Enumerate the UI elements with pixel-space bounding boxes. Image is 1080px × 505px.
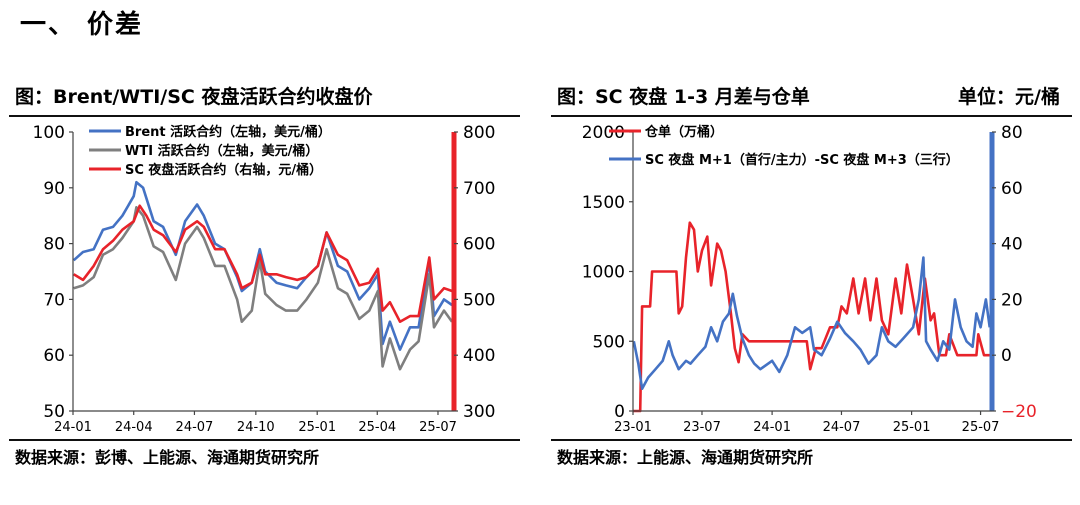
- y-left-tick-label: 80: [43, 235, 65, 255]
- unit-label: 单位：元/桶: [958, 86, 1060, 108]
- y-right-tick-label: 20: [1001, 290, 1023, 310]
- x-tick-label: 24-07: [176, 420, 214, 435]
- series-line-3: [73, 204, 453, 323]
- legend-label: 仓单（万桶）: [644, 124, 723, 140]
- title-rule: [551, 115, 1072, 117]
- y-left-tick-label: 0: [614, 402, 625, 422]
- x-tick-label: 24-04: [115, 420, 153, 435]
- x-tick-label: 25-07: [962, 420, 1000, 435]
- data-source: 数据来源：彭博、上能源、海通期货研究所: [15, 448, 320, 467]
- x-tick-label: 23-07: [683, 420, 721, 435]
- panel-title: 图：SC 夜盘 1-3 月差与仓单: [557, 86, 810, 108]
- y-right-tick-label: 700: [463, 179, 495, 199]
- legend-label: SC 夜盘 M+1（首行/主力）-SC 夜盘 M+3（三行）: [645, 152, 959, 168]
- spread-chart: 0 500 1000 1500 2000 −20 0 20 40 60 80 23-01 23-07 24…: [582, 123, 1037, 435]
- y-right-tick-label: 80: [1001, 123, 1023, 143]
- y-left-tick-label: 500: [593, 332, 625, 352]
- source-rule: [9, 439, 520, 441]
- y-left-tick-label: 60: [43, 346, 65, 366]
- x-tick-label: 24-01: [753, 420, 791, 435]
- y-right-tick-label: 600: [463, 235, 495, 255]
- y-right-tick-label: 800: [463, 123, 495, 143]
- x-tick-label: 24-07: [823, 420, 861, 435]
- y-right-tick-label: 300: [463, 402, 495, 422]
- y-right-tick-label: 60: [1001, 179, 1023, 199]
- price-chart: 50 60 70 80 90 100 300 400 500 600 700 800 24-01 24-0…: [33, 123, 496, 435]
- y-left-tick-label: 50: [43, 402, 65, 422]
- series-line-2: [632, 256, 991, 391]
- y-left-tick-label: 1500: [582, 193, 625, 213]
- y-right-tick-label: 40: [1001, 235, 1023, 255]
- legend-label: SC 夜盘活跃合约（右轴，元/桶）: [125, 162, 322, 178]
- data-source: 数据来源：上能源、海通期货研究所: [557, 448, 814, 467]
- y-left-tick-label: 2000: [582, 123, 625, 143]
- y-right-tick-label: 400: [463, 346, 495, 366]
- x-tick-label: 25-07: [419, 420, 457, 435]
- section-heading: 一、 价差: [20, 10, 144, 40]
- x-tick-label: 25-04: [358, 420, 396, 435]
- y-right-tick-label: −20: [1001, 402, 1037, 422]
- x-tick-label: 24-01: [54, 420, 92, 435]
- x-tick-label: 23-01: [614, 420, 652, 435]
- title-rule: [9, 115, 520, 117]
- x-tick-label: 24-10: [237, 420, 275, 435]
- legend-label: Brent 活跃合约（左轴，美元/桶）: [125, 124, 331, 140]
- y-left-tick-label: 100: [33, 123, 65, 143]
- x-tick-label: 25-01: [893, 420, 931, 435]
- y-right-tick-label: 0: [1001, 346, 1012, 366]
- x-tick-label: 25-01: [298, 420, 336, 435]
- series-line-2: [73, 206, 454, 371]
- y-left-tick-label: 1000: [582, 263, 625, 283]
- legend-label: WTI 活跃合约（左轴，美元/桶）: [125, 143, 318, 159]
- y-left-tick-label: 90: [43, 179, 65, 199]
- y-left-tick-label: 70: [43, 290, 65, 310]
- series-line-1: [633, 221, 990, 413]
- source-rule: [551, 439, 1072, 441]
- y-right-tick-label: 500: [463, 290, 495, 310]
- panel-title: 图：Brent/WTI/SC 夜盘活跃合约收盘价: [15, 86, 373, 108]
